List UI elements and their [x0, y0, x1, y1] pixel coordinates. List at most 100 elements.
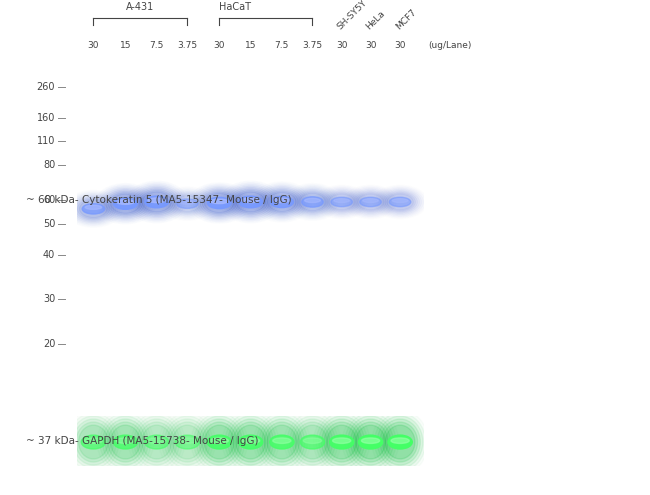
Ellipse shape — [356, 425, 385, 459]
Ellipse shape — [77, 198, 109, 219]
Text: 7.5: 7.5 — [150, 41, 164, 50]
Text: 30: 30 — [88, 41, 99, 50]
Ellipse shape — [353, 192, 388, 212]
Text: 15: 15 — [120, 41, 131, 50]
Ellipse shape — [389, 197, 411, 207]
Ellipse shape — [231, 189, 270, 215]
Ellipse shape — [133, 186, 181, 218]
Ellipse shape — [385, 425, 415, 459]
Ellipse shape — [202, 192, 237, 214]
Ellipse shape — [233, 191, 268, 213]
Text: 260: 260 — [36, 82, 55, 92]
Ellipse shape — [358, 194, 384, 210]
Ellipse shape — [108, 422, 143, 462]
Text: 30: 30 — [336, 41, 348, 50]
Ellipse shape — [211, 199, 228, 203]
Ellipse shape — [116, 438, 135, 444]
Ellipse shape — [330, 435, 354, 449]
Ellipse shape — [84, 438, 103, 444]
Ellipse shape — [350, 419, 391, 465]
Ellipse shape — [261, 188, 303, 216]
Ellipse shape — [324, 422, 359, 462]
Ellipse shape — [327, 425, 357, 459]
Text: 20: 20 — [43, 339, 55, 348]
Ellipse shape — [259, 186, 305, 218]
Text: 3.75: 3.75 — [302, 41, 322, 50]
Ellipse shape — [348, 416, 393, 468]
Ellipse shape — [383, 192, 417, 212]
Ellipse shape — [104, 190, 147, 218]
Ellipse shape — [385, 193, 415, 211]
Ellipse shape — [318, 416, 365, 468]
Ellipse shape — [259, 416, 305, 468]
Text: 30: 30 — [214, 41, 225, 50]
Ellipse shape — [227, 416, 274, 468]
Text: ~ 60 kDa- Cytokeratin 5 (MA5-15347- Mouse / IgG): ~ 60 kDa- Cytokeratin 5 (MA5-15347- Mous… — [26, 195, 292, 205]
Ellipse shape — [135, 187, 178, 217]
Text: 50: 50 — [43, 219, 55, 229]
Ellipse shape — [295, 422, 330, 462]
Ellipse shape — [297, 192, 328, 212]
Ellipse shape — [274, 198, 291, 202]
Text: 3.75: 3.75 — [177, 41, 198, 50]
Ellipse shape — [290, 416, 335, 468]
Ellipse shape — [113, 435, 138, 449]
Ellipse shape — [387, 194, 413, 210]
Ellipse shape — [377, 416, 423, 468]
Ellipse shape — [75, 197, 112, 220]
Ellipse shape — [239, 435, 263, 449]
Ellipse shape — [227, 186, 274, 218]
Ellipse shape — [324, 192, 359, 212]
Ellipse shape — [242, 198, 259, 202]
Text: 80: 80 — [43, 160, 55, 170]
Ellipse shape — [328, 194, 355, 210]
Ellipse shape — [229, 187, 272, 217]
Ellipse shape — [207, 435, 231, 449]
Ellipse shape — [239, 196, 263, 208]
Text: MCF7: MCF7 — [394, 8, 418, 32]
Ellipse shape — [268, 192, 296, 212]
Ellipse shape — [295, 190, 330, 214]
Text: 60: 60 — [43, 195, 55, 205]
Ellipse shape — [111, 425, 140, 459]
Ellipse shape — [322, 419, 362, 465]
Ellipse shape — [148, 198, 166, 202]
Text: 40: 40 — [43, 250, 55, 260]
Ellipse shape — [263, 189, 300, 215]
Ellipse shape — [267, 425, 296, 459]
Text: ~ 37 kDa- GAPDH (MA5-15738- Mouse / IgG): ~ 37 kDa- GAPDH (MA5-15738- Mouse / IgG) — [26, 436, 259, 446]
Ellipse shape — [355, 193, 386, 211]
Ellipse shape — [326, 193, 357, 211]
Text: (ug/Lane): (ug/Lane) — [428, 41, 471, 50]
Ellipse shape — [331, 197, 352, 207]
Ellipse shape — [76, 422, 111, 462]
Ellipse shape — [82, 203, 105, 214]
Ellipse shape — [300, 435, 324, 449]
Ellipse shape — [205, 193, 234, 213]
Ellipse shape — [196, 416, 242, 468]
Ellipse shape — [179, 200, 195, 204]
Ellipse shape — [230, 419, 271, 465]
Ellipse shape — [105, 419, 146, 465]
Ellipse shape — [270, 197, 293, 207]
Text: 30: 30 — [395, 41, 406, 50]
Ellipse shape — [167, 419, 207, 465]
Ellipse shape — [380, 419, 421, 465]
Text: HeLa: HeLa — [364, 9, 387, 32]
Ellipse shape — [79, 425, 109, 459]
Ellipse shape — [136, 419, 177, 465]
Ellipse shape — [172, 425, 202, 459]
Ellipse shape — [170, 422, 205, 462]
Ellipse shape — [109, 193, 142, 215]
Ellipse shape — [363, 198, 378, 202]
Ellipse shape — [361, 438, 380, 444]
Ellipse shape — [140, 191, 174, 213]
Text: 110: 110 — [37, 137, 55, 147]
Text: SH-SY5Y: SH-SY5Y — [335, 0, 369, 32]
Ellipse shape — [265, 191, 298, 213]
Ellipse shape — [265, 422, 300, 462]
Ellipse shape — [116, 200, 134, 204]
Ellipse shape — [207, 198, 231, 209]
Ellipse shape — [298, 425, 328, 459]
Ellipse shape — [196, 187, 243, 219]
